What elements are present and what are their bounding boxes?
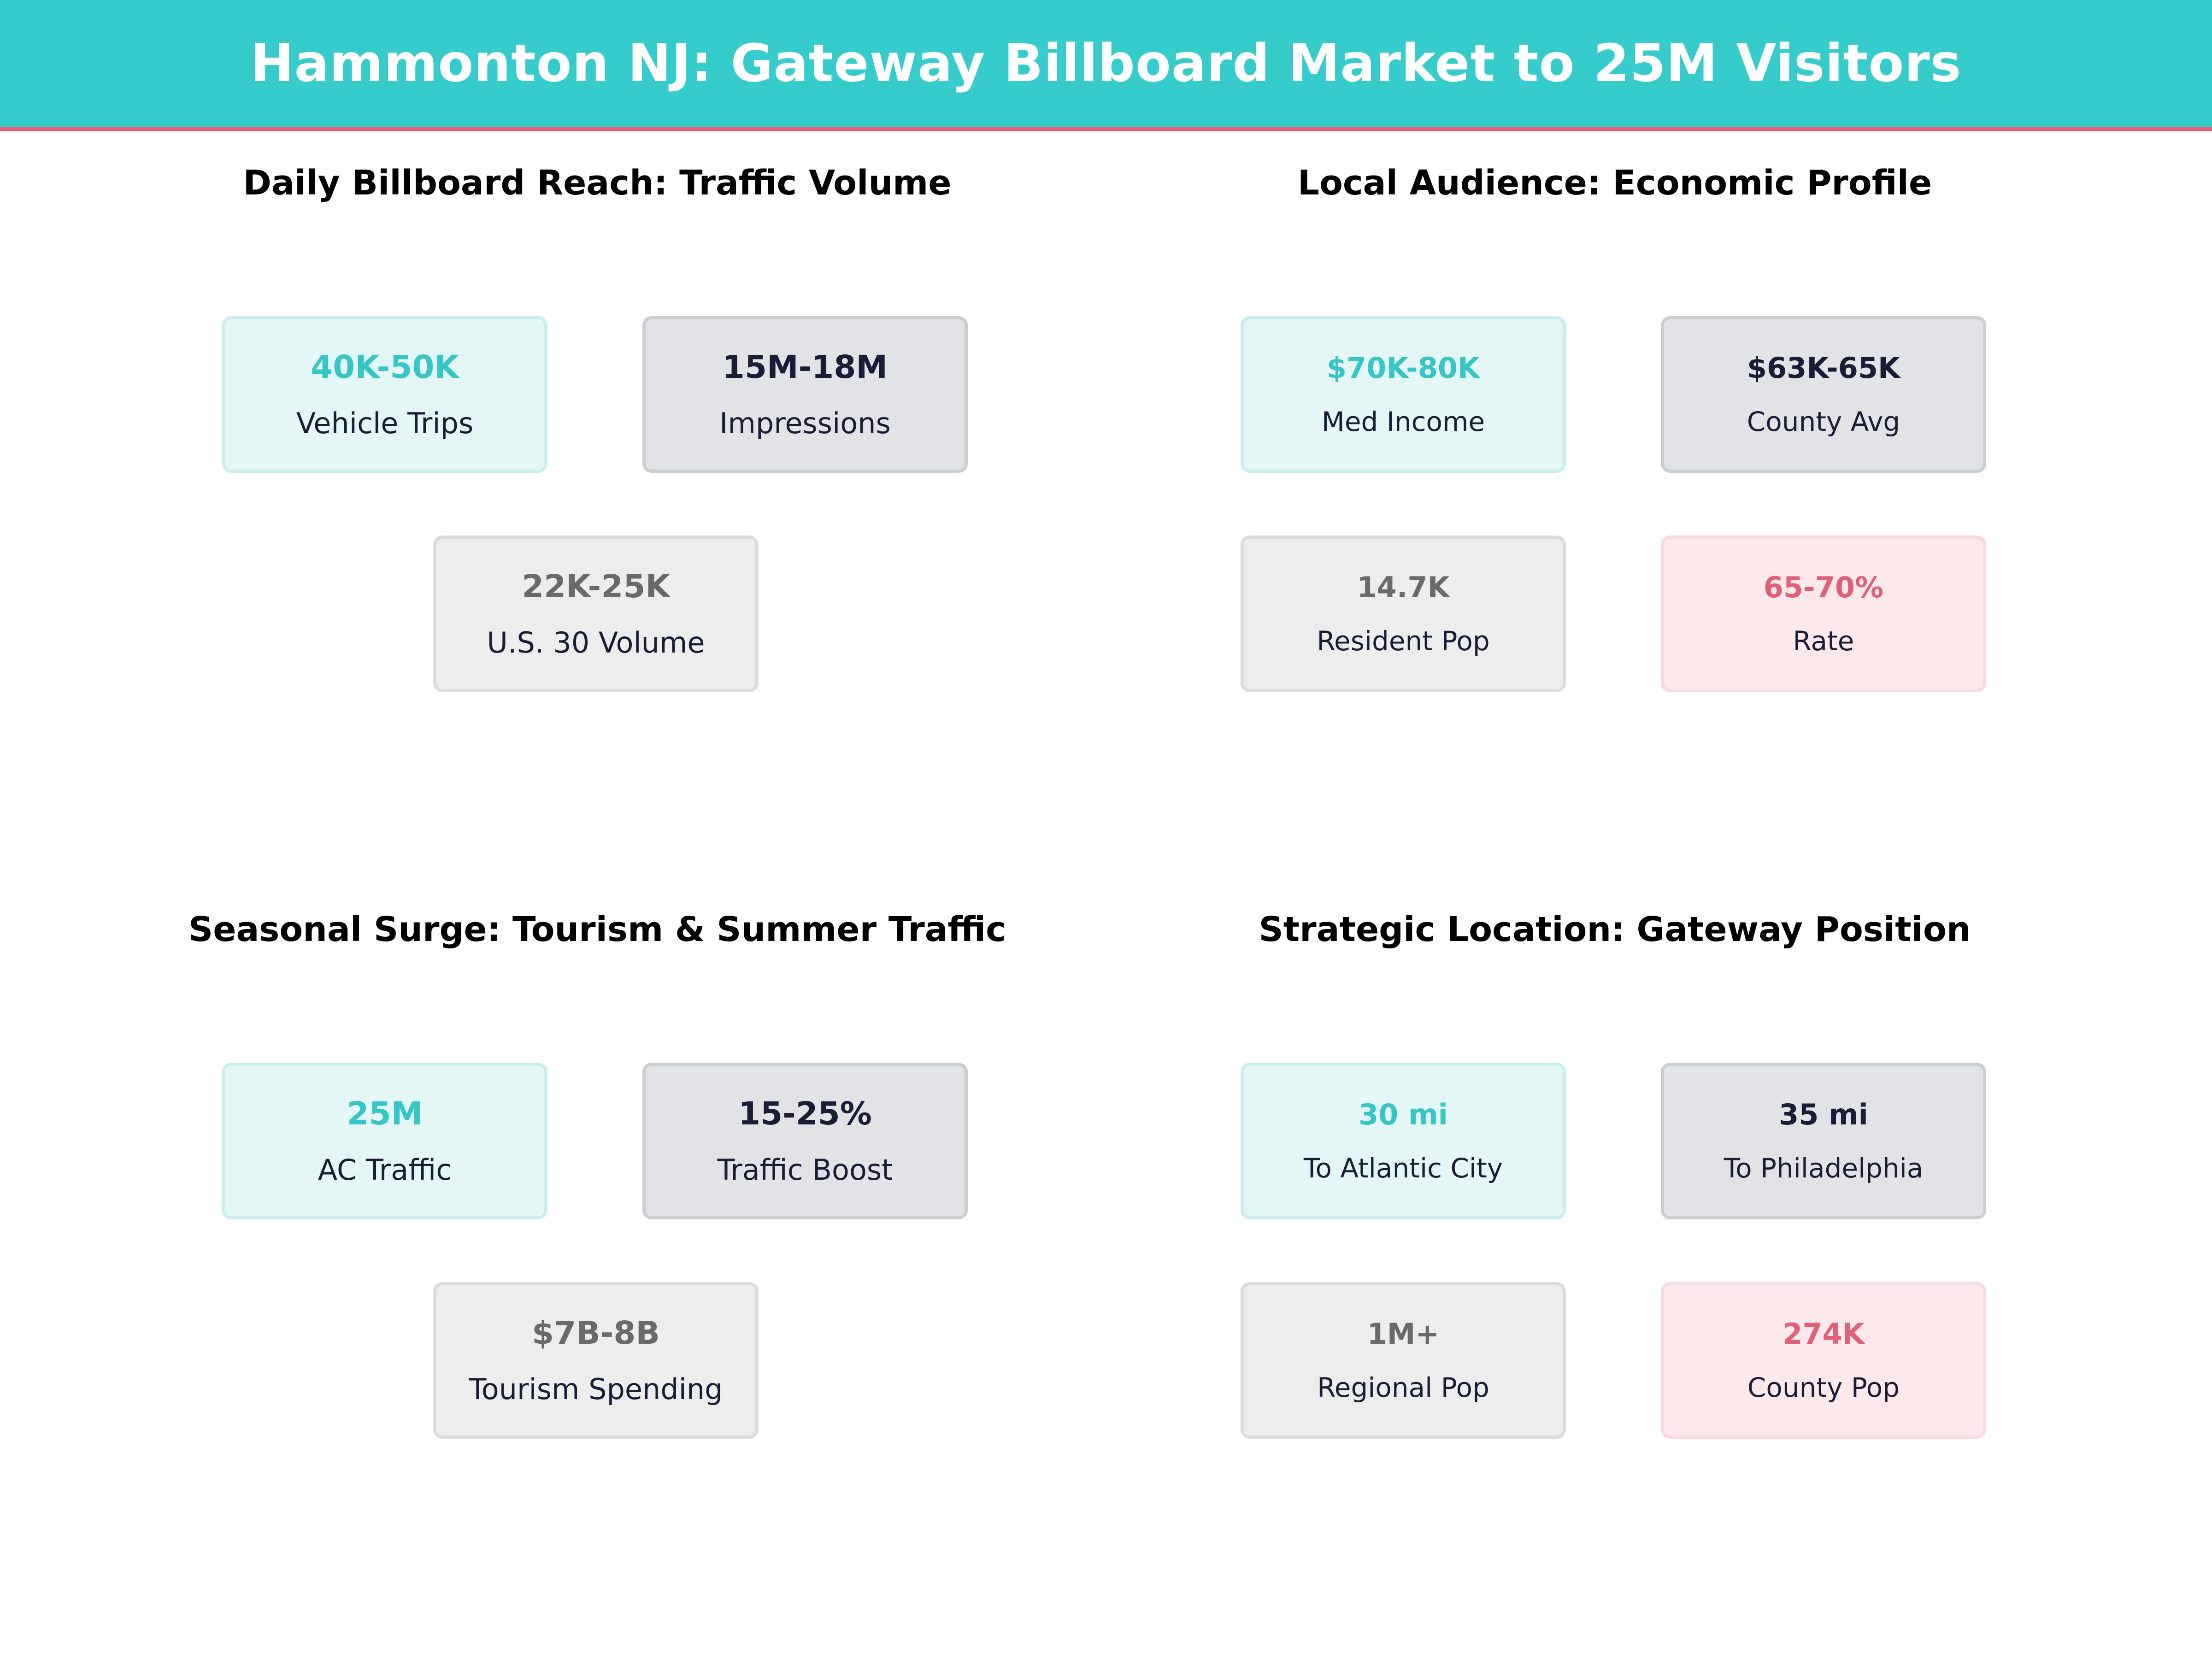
panel-title: Local Audience: Economic Profile (1297, 163, 1932, 203)
stat-label: Traffic Boost (717, 1153, 893, 1187)
panel-title: Strategic Location: Gateway Position (1259, 910, 1971, 949)
panel-title: Daily Billboard Reach: Traffic Volume (243, 163, 952, 203)
stat-card-county-avg: $63K-65K County Avg (1661, 316, 1986, 473)
stat-value: 15-25% (738, 1095, 872, 1132)
stat-value: 22K-25K (522, 568, 670, 605)
header-banner: Hammonton NJ: Gateway Billboard Market t… (0, 0, 2212, 131)
stat-card-vehicle-trips: 40K-50K Vehicle Trips (222, 316, 547, 473)
stat-label: Impressions (719, 406, 891, 440)
stat-card-to-philadelphia: 35 mi To Philadelphia (1661, 1063, 1986, 1219)
stat-value: 30 mi (1359, 1098, 1448, 1131)
stat-value: 40K-50K (311, 348, 459, 386)
stat-card-county-pop: 274K County Pop (1661, 1282, 1986, 1439)
stat-card-rate: 65-70% Rate (1661, 535, 1986, 692)
stat-value: 1M+ (1367, 1317, 1440, 1351)
stat-label: Tourism Spending (469, 1372, 723, 1406)
stat-label: Resident Pop (1317, 625, 1490, 657)
stat-card-resident-pop: 14.7K Resident Pop (1241, 535, 1566, 692)
stat-value: 35 mi (1779, 1098, 1868, 1131)
stat-card-ac-traffic: 25M AC Traffic (222, 1063, 547, 1219)
stat-label: To Atlantic City (1303, 1153, 1503, 1184)
stat-label: U.S. 30 Volume (487, 625, 705, 659)
stat-card-tourism-spending: $7B-8B Tourism Spending (433, 1282, 759, 1439)
stat-value: 65-70% (1763, 571, 1884, 604)
stat-value: 14.7K (1357, 571, 1450, 604)
stat-value: 15M-18M (722, 348, 888, 386)
stat-label: County Avg (1747, 406, 1900, 437)
stat-card-regional-pop: 1M+ Regional Pop (1241, 1282, 1566, 1439)
stat-value: 25M (347, 1095, 423, 1132)
stat-label: Vehicle Trips (296, 406, 474, 440)
stat-label: AC Traffic (318, 1153, 452, 1187)
page-title: Hammonton NJ: Gateway Billboard Market t… (250, 34, 1962, 94)
stat-label: Regional Pop (1317, 1372, 1489, 1403)
stat-label: To Philadelphia (1724, 1153, 1924, 1184)
stat-card-traffic-boost: 15-25% Traffic Boost (642, 1063, 968, 1219)
stat-label: County Pop (1747, 1372, 1900, 1403)
stat-label: Med Income (1321, 406, 1485, 437)
stat-value: 274K (1783, 1317, 1865, 1351)
stat-value: $7B-8B (532, 1314, 660, 1352)
stat-card-us30-volume: 22K-25K U.S. 30 Volume (433, 535, 759, 692)
stat-label: Rate (1793, 625, 1854, 657)
panel-title: Seasonal Surge: Tourism & Summer Traffic (188, 910, 1006, 949)
stat-card-median-income: $70K-80K Med Income (1241, 316, 1566, 473)
stat-card-impressions: 15M-18M Impressions (642, 316, 968, 473)
stat-card-to-atlantic-city: 30 mi To Atlantic City (1241, 1063, 1566, 1219)
stat-value: $70K-80K (1326, 351, 1480, 385)
stat-value: $63K-65K (1747, 351, 1900, 385)
